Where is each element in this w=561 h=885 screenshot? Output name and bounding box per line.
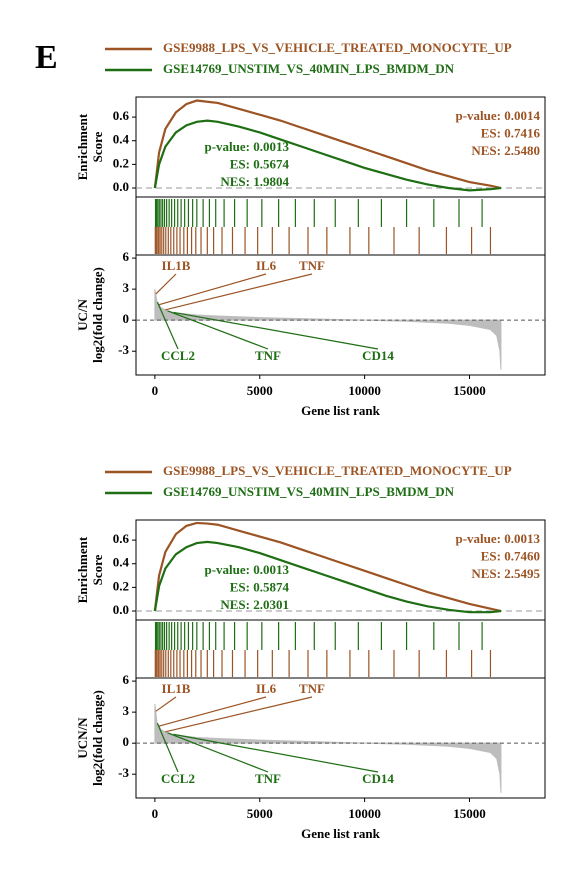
legend-label: GSE14769_UNSTIM_VS_40MIN_LPS_BMDM_DN [163, 484, 455, 499]
stat-label: NES: 1.9804 [220, 174, 289, 189]
gene-label: IL1B [162, 681, 191, 696]
ranked-metric [154, 703, 502, 793]
stat-label: ES: 0.7416 [481, 125, 541, 140]
legend-label: GSE14769_UNSTIM_VS_40MIN_LPS_BMDM_DN [163, 61, 455, 76]
gene-pointer [158, 696, 267, 727]
gene-label: CCL2 [161, 771, 195, 786]
y-axis-label: Score [90, 131, 105, 162]
gene-label: CCL2 [161, 348, 195, 363]
stat-label: NES: 2.5480 [471, 143, 540, 158]
gene-label: TNF [255, 348, 281, 363]
y-tick-label: 3 [123, 703, 130, 718]
plot-frame [135, 677, 546, 799]
y-tick-label: 6 [123, 672, 130, 687]
gene-pointer [156, 301, 179, 350]
stat-label: ES: 0.7460 [481, 548, 540, 563]
y-axis-label: UCN/N [75, 717, 90, 759]
stat-label: p-value: 0.0013 [205, 139, 290, 154]
stat-label: NES: 2.0301 [220, 597, 289, 612]
es-curve [153, 119, 502, 192]
y-tick-label: 0.2 [113, 578, 129, 593]
x-axis-label: Gene list rank [301, 826, 380, 841]
es-curve [153, 99, 502, 190]
y-axis-label: UC/N [75, 299, 90, 331]
x-tick-label: 15000 [453, 806, 486, 821]
y-tick-label: -3 [118, 342, 129, 357]
gene-pointer [156, 722, 179, 773]
stat-label: p-value: 0.0014 [456, 108, 541, 123]
es-curve [153, 521, 502, 613]
y-tick-label: 0.2 [113, 155, 129, 170]
gene-label: CD14 [362, 348, 394, 363]
y-axis-label: log2(fold change) [90, 267, 105, 363]
y-axis-label: Enrichment [75, 113, 90, 180]
x-tick-label: 0 [152, 383, 159, 398]
y-tick-label: 0.0 [113, 179, 129, 194]
y-tick-label: 0.4 [113, 132, 130, 147]
gene-pointer [167, 310, 269, 350]
y-tick-label: 0 [123, 311, 130, 326]
es-curve [153, 540, 502, 614]
gene-pointer [165, 696, 313, 733]
x-tick-label: 10000 [348, 383, 381, 398]
gene-pointer [158, 273, 267, 306]
stat-label: p-value: 0.0013 [456, 531, 541, 546]
gene-pointer [173, 311, 379, 350]
legend-label: GSE9988_LPS_VS_VEHICLE_TREATED_MONOCYTE_… [163, 40, 512, 55]
y-tick-label: 0.4 [113, 555, 130, 570]
gene-pointer [173, 733, 379, 773]
y-tick-label: 0 [123, 734, 130, 749]
x-tick-label: 0 [152, 806, 159, 821]
stat-label: NES: 2.5495 [471, 566, 540, 581]
y-tick-label: 0.6 [113, 108, 130, 123]
stat-label: ES: 0.5874 [230, 579, 290, 594]
gene-label: IL1B [162, 258, 191, 273]
x-tick-label: 15000 [453, 383, 486, 398]
gene-pointer [155, 696, 177, 712]
gene-label: TNF [299, 681, 325, 696]
y-tick-label: 3 [123, 280, 130, 295]
x-tick-label: 10000 [348, 806, 381, 821]
gene-label: TNF [299, 258, 325, 273]
y-axis-label: Score [90, 554, 105, 585]
plot-frame [135, 254, 546, 376]
gene-pointer [167, 732, 269, 773]
gene-pointer [155, 273, 177, 295]
x-tick-label: 5000 [247, 806, 273, 821]
gene-pointer [165, 273, 313, 311]
y-tick-label: 6 [123, 249, 130, 264]
stat-label: p-value: 0.0013 [205, 562, 290, 577]
y-axis-label: Enrichment [75, 536, 90, 603]
x-tick-label: 5000 [247, 383, 273, 398]
y-axis-label: log2(fold change) [90, 690, 105, 786]
legend-label: GSE9988_LPS_VS_VEHICLE_TREATED_MONOCYTE_… [163, 463, 512, 478]
x-axis-label: Gene list rank [301, 403, 380, 418]
y-tick-label: 0.6 [113, 531, 130, 546]
gene-label: TNF [255, 771, 281, 786]
y-tick-label: -3 [118, 765, 129, 780]
gene-label: IL6 [256, 681, 277, 696]
panel-label: E [35, 39, 58, 76]
y-tick-label: 0.0 [113, 602, 129, 617]
ranked-metric [154, 289, 502, 370]
stat-label: ES: 0.5674 [230, 156, 290, 171]
gene-label: IL6 [256, 258, 277, 273]
gene-label: CD14 [362, 771, 394, 786]
